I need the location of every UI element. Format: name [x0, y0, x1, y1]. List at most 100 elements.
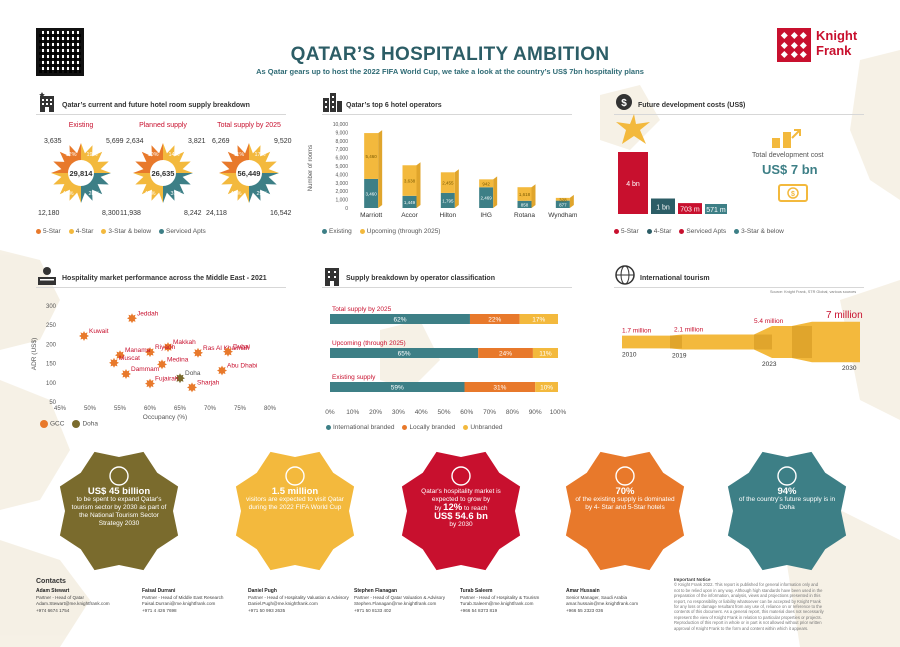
page-title: QATAR’S HOSPITALITY AMBITION	[290, 44, 610, 65]
y-tick-label: 8,000	[335, 139, 348, 145]
supply-legend: 5-Star 4-Star 3-Star & below Serviced Ap…	[36, 228, 206, 235]
y-tick-label: 1,000	[335, 198, 348, 204]
year-label: 2023	[762, 361, 777, 368]
pct-4-star: 14%	[168, 152, 179, 158]
legend-5-star: 5-Star	[614, 228, 639, 235]
contact-role: Partner - Head of Qatar	[36, 594, 85, 600]
contact-phone[interactable]: +966 54 8373 819	[460, 607, 498, 613]
year-label: 2030	[842, 365, 857, 372]
x-tick-label: 65%	[174, 406, 187, 412]
badge-text: 94% of the country's future supply is in…	[736, 486, 838, 512]
contact-phone[interactable]: +974 6674 1754	[36, 607, 70, 613]
y-axis-label: Number of rooms	[308, 145, 314, 191]
pct-5-star: 10%	[147, 152, 158, 158]
point-label: Makkah	[173, 339, 196, 346]
badge-description: to be spent to expand Qatar's tourism se…	[71, 496, 167, 527]
bar-existing	[402, 195, 417, 208]
legend-4-star: 4-Star	[68, 228, 93, 235]
y-tick-label: 3,000	[335, 181, 348, 187]
bar-side	[378, 130, 383, 208]
bar-upcoming	[517, 187, 532, 201]
y-tick-label: 9,000	[335, 130, 348, 136]
badge-mid-pre: by	[434, 505, 444, 512]
x-tick-label: 100%	[550, 409, 567, 416]
cost-label: 571 m	[706, 207, 726, 214]
contact-email[interactable]: Faisal.Durrani@me.knightfrank.com	[142, 601, 216, 606]
tourism-value-label: 5.4 million	[754, 318, 784, 325]
value-label-existing: 858	[521, 202, 529, 207]
contact-role: Partner - Head of Middle East Research	[142, 594, 224, 600]
supply-star-0: Existing 29,814 3,635 5,699 12,180 8,300 12% 19…	[38, 122, 124, 217]
star-total: 29,814	[70, 169, 94, 178]
y-tick-label: 5,000	[335, 164, 348, 170]
legend-upcoming: Upcoming (through 2025)	[359, 228, 440, 235]
badge-icon	[615, 466, 635, 486]
y-tick-label: 2,000	[335, 189, 348, 195]
value-4-star: 5,699	[106, 138, 124, 145]
funnel-joint	[754, 334, 772, 350]
contact-phone[interactable]: +971 50 8133 402	[354, 607, 392, 613]
cost-label: 4 bn	[626, 181, 640, 188]
value-label-existing: 1,795	[442, 198, 454, 203]
badge-star	[401, 451, 521, 571]
total-cost-label: Total development cost	[752, 152, 824, 159]
market-section-title: Hospitality market performance across th…	[62, 275, 267, 282]
value-label-upcoming: 2,455	[442, 181, 454, 186]
badge-description: of the country's future supply is in Doh…	[738, 496, 836, 511]
bar-existing	[364, 178, 379, 208]
important-notice: Important Notice © Knight Frank 2022. Th…	[674, 577, 824, 631]
qr-code[interactable]	[36, 28, 84, 76]
x-tick-label: 40%	[415, 409, 428, 416]
contact-email[interactable]: Stephen.Flanagan@me.knightfrank.com	[354, 601, 437, 606]
contact-phone[interactable]: +966 55 2323 036	[566, 607, 604, 613]
segment-label: 10%	[540, 385, 553, 392]
value-label-upcoming: 1,618	[519, 192, 531, 197]
city-buildings-icon	[323, 93, 342, 112]
y-tick-label: 50	[49, 400, 56, 406]
scatter-point-medina	[157, 359, 167, 370]
scatter-point-kuwait	[79, 331, 89, 341]
value-3-star: 12,180	[38, 210, 60, 217]
hotel-sign-icon	[325, 268, 339, 286]
bar-existing	[479, 187, 494, 208]
contact-role: Partner - Head of Hospitality Valuation …	[248, 594, 349, 600]
cost-bar	[678, 203, 702, 214]
classification-legend: International branded Locally branded Un…	[326, 424, 503, 431]
point-label: Abu Dhabi	[227, 363, 257, 370]
contact-email[interactable]: Turab.Saleem@me.knightfrank.com	[460, 601, 534, 606]
scatter-point-dammam	[121, 369, 131, 379]
contact-email[interactable]: amar.hussain@me.knightfrank.com	[566, 601, 639, 606]
stat-badge-0: US$ 45 billion to be spent to expand Qat…	[54, 446, 184, 576]
y-tick-label: 250	[46, 323, 57, 329]
scatter-point-sharjah	[187, 382, 197, 393]
globe-plane-icon	[615, 265, 635, 285]
operators-bar-chart: 0 1,000 2,000 3,000 4,000 5,000 6,000 7,000 8,00…	[308, 122, 577, 219]
contact-name: Amar Hussain	[566, 588, 600, 594]
bar-upcoming	[440, 172, 455, 193]
contact-phone[interactable]: +971 50 993 2635	[248, 607, 286, 613]
point-label: Sharjah	[197, 379, 220, 386]
contact-role: Partner - Head of Qatar Valuation & Advi…	[354, 594, 446, 600]
x-tick-label: 70%	[483, 409, 496, 416]
segment-locally-branded	[478, 348, 533, 358]
badge-value: 94%	[777, 486, 797, 497]
contact-phone[interactable]: +971 4 426 7698	[142, 607, 177, 613]
contact-card: Amar Hussain Senior Manager, Saudi Arabi…	[566, 588, 684, 614]
contact-email[interactable]: Adam.Stewart@me.knightfrank.com	[36, 601, 110, 606]
bar-existing	[440, 192, 455, 208]
scatter-point-muscat	[109, 357, 119, 368]
contact-email[interactable]: Daniel.Pugh@me.knightfrank.com	[248, 601, 318, 606]
bar-upcoming	[479, 179, 494, 188]
scatter-point-riyadh	[145, 347, 155, 358]
pct-serviced-apts: 31%	[170, 191, 181, 197]
scatter-point-ras-al-khaimah	[193, 347, 203, 358]
legend-gcc: GCC	[40, 420, 64, 428]
segment-international-branded	[330, 348, 479, 358]
x-tick-label: 90%	[529, 409, 542, 416]
badge-value: 70%	[615, 486, 635, 497]
x-tick-label: Accor	[401, 212, 418, 219]
segment-international-branded	[330, 314, 470, 324]
badge-shape	[565, 451, 685, 571]
badge-value: US$ 45 billion	[87, 486, 151, 497]
